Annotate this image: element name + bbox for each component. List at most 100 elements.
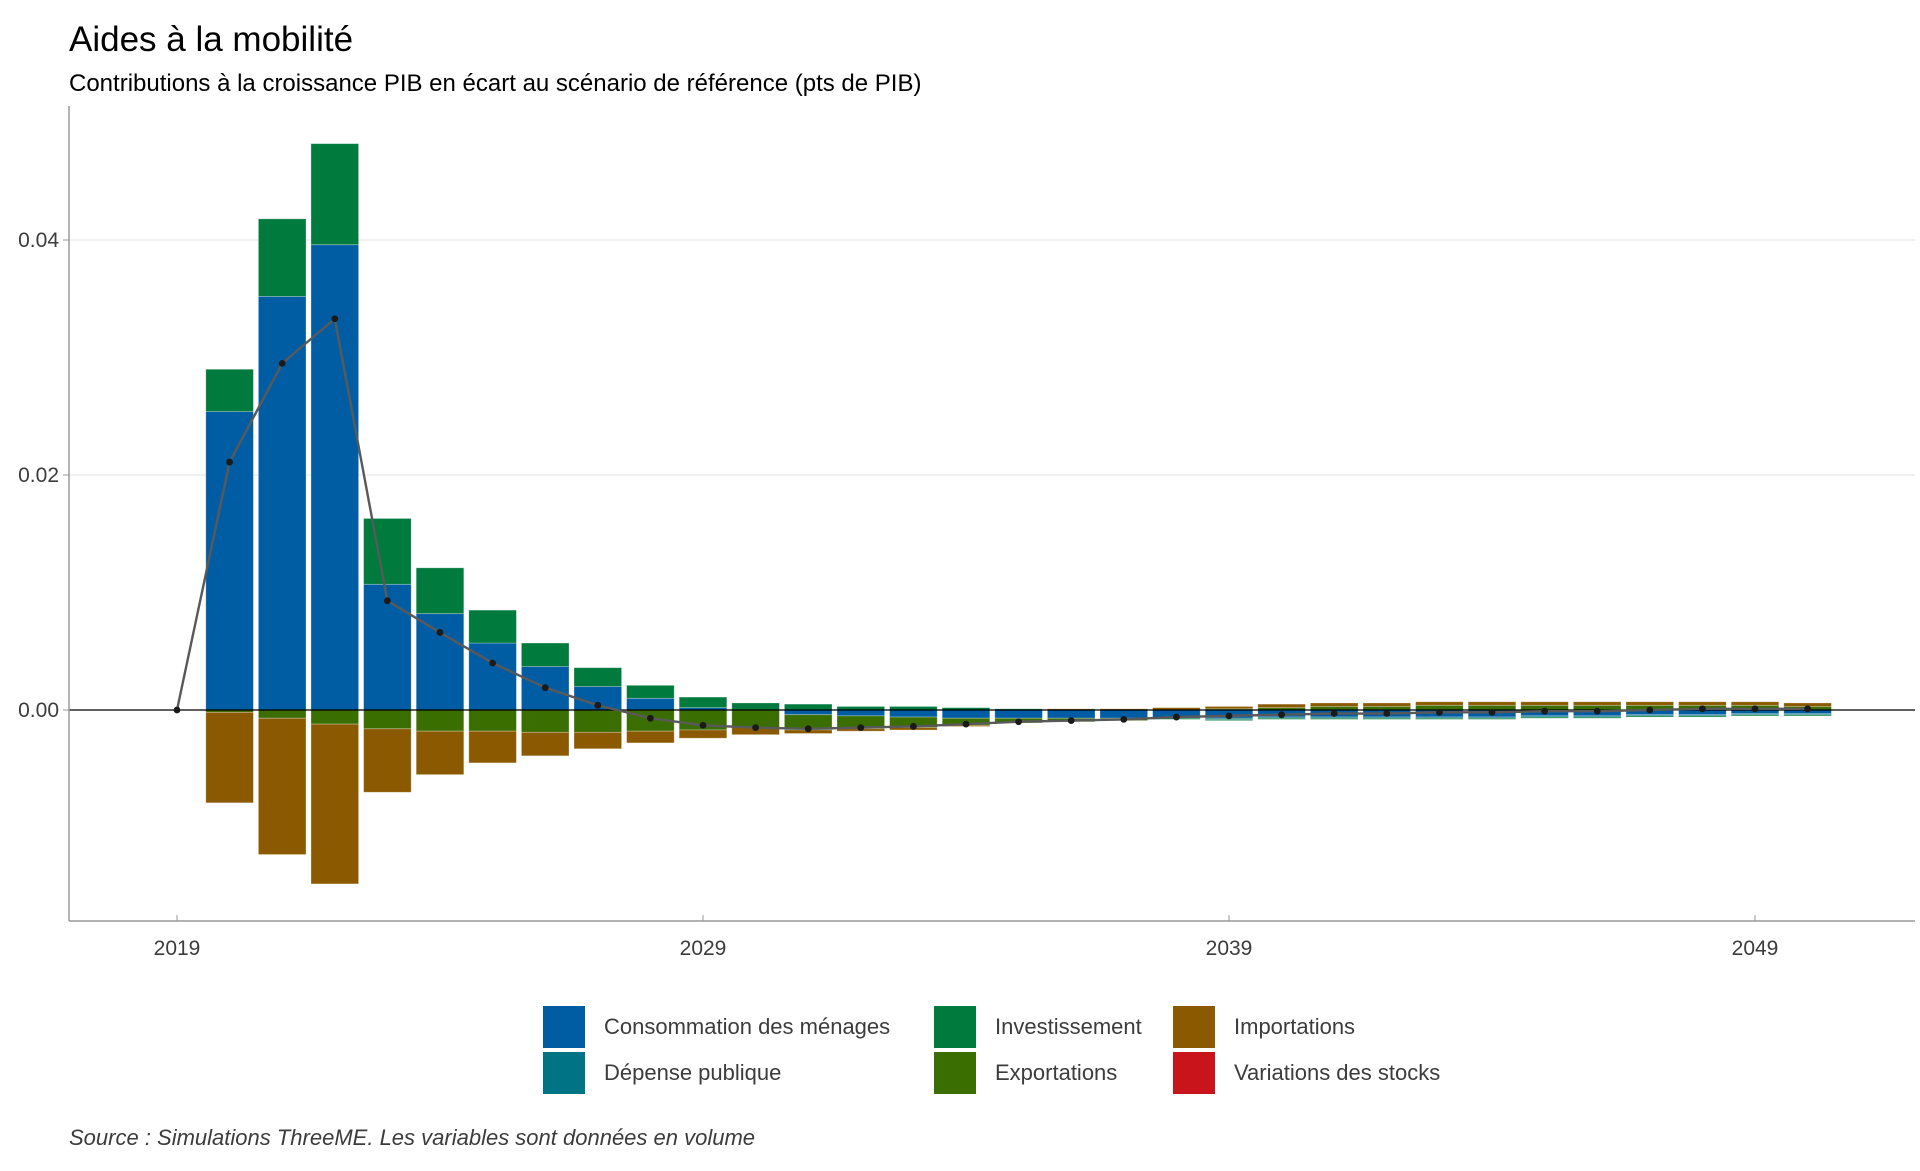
bar-segment (468, 709, 517, 732)
gdp-point (1330, 710, 1338, 717)
gdp-point (278, 359, 286, 367)
gdp-line-series (173, 315, 1811, 733)
gdp-point (1278, 711, 1285, 719)
gdp-point (1804, 705, 1811, 713)
bar-segment (1047, 709, 1096, 719)
gdp-point (1646, 706, 1654, 714)
gdp-point (1173, 713, 1180, 721)
gdp-point (226, 458, 234, 466)
bar-segment (1310, 702, 1359, 707)
bar-segment (1204, 719, 1254, 721)
y-tick-label: 0.02 (18, 464, 59, 487)
bar-segment (310, 143, 359, 246)
gdp-point (1067, 717, 1075, 724)
bar-segment (521, 709, 570, 733)
bar-segment (1678, 715, 1727, 718)
bar-segment (468, 730, 517, 764)
bar-segment (1415, 717, 1464, 720)
bar-segment (784, 709, 833, 716)
bar-segment (678, 729, 728, 739)
y-tick-label: 0.04 (18, 229, 59, 252)
gdp-point (752, 724, 759, 732)
bar-segment (836, 709, 885, 717)
bar-segment (205, 411, 254, 711)
source-caption: Source : Simulations ThreeME. Les variab… (69, 1125, 756, 1150)
legend-label: Variations des stocks (1234, 1060, 1441, 1085)
gdp-point (331, 315, 339, 323)
bar-segment (1467, 717, 1517, 720)
x-tick-label: 2049 (1732, 937, 1779, 960)
legend-swatch (543, 1052, 585, 1094)
bar-segment (626, 730, 675, 744)
gdp-line (175, 316, 1808, 731)
legend-swatch (1173, 1006, 1215, 1048)
chart-subtitle: Contributions à la croissance PIB en éca… (69, 70, 922, 97)
legend-swatch (543, 1006, 585, 1048)
bar-segment (1467, 701, 1517, 706)
gdp-point (1751, 705, 1759, 713)
bar-segment (257, 709, 307, 719)
gdp-point (1488, 708, 1496, 716)
bar-segment (468, 642, 517, 711)
bar-segment (1730, 714, 1780, 717)
bar-segment (257, 717, 307, 855)
bar-segment (363, 728, 412, 793)
legend-label: Exportations (995, 1060, 1118, 1085)
legend-item-investissement: Investissement (934, 1006, 1142, 1048)
gdp-point (489, 659, 496, 667)
legend-swatch (934, 1052, 976, 1094)
bar-segment (310, 723, 359, 885)
bar-segment (678, 696, 728, 709)
bar-segment (205, 368, 254, 412)
gdp-point (699, 721, 707, 729)
bar-segment (363, 518, 412, 585)
bar-segment (1257, 703, 1306, 709)
gdp-point (1120, 716, 1128, 723)
bar-segment (626, 697, 675, 711)
bar-segment (573, 731, 622, 750)
gdp-point (384, 597, 391, 605)
bar-segment (1573, 716, 1622, 719)
legend-label: Dépense publique (604, 1060, 782, 1085)
gdp-point (1699, 705, 1706, 713)
bar-segment (415, 730, 465, 776)
bar-segment (1520, 701, 1569, 706)
bar-segment (784, 703, 833, 711)
bar-segment (521, 642, 570, 667)
bar-segment (731, 702, 780, 711)
chart-plot: 0.00 0.02 0.04 2019 2029 2039 2049 (18, 106, 1915, 960)
bar-segment (1415, 701, 1464, 706)
bar-segment (257, 295, 307, 711)
bar-segment (994, 709, 1043, 719)
bar-segment (1625, 715, 1674, 718)
legend-item-exportations: Exportations (934, 1052, 1117, 1094)
legend-label: Consommation des ménages (604, 1014, 891, 1039)
bar-segment (1362, 717, 1411, 720)
bar-segment (1625, 701, 1674, 706)
bar-segment (573, 667, 622, 687)
bar-segment (1520, 716, 1569, 719)
gdp-point (857, 724, 865, 732)
bar-segment (1362, 702, 1411, 707)
bar-segment (415, 613, 465, 711)
bars (205, 143, 1832, 885)
bar-segment (363, 709, 412, 730)
legend-item-importations: Importations (1173, 1006, 1355, 1048)
bar-segment (257, 218, 307, 297)
bar-segment (415, 709, 465, 732)
bar-segment (521, 731, 570, 757)
legend-swatch (1173, 1052, 1215, 1094)
bar-segment (468, 609, 517, 644)
legend-item-depense-publique: Dépense publique (543, 1052, 781, 1094)
gdp-point (594, 701, 602, 709)
bar-segment (1573, 701, 1622, 706)
gdp-point (436, 629, 444, 636)
gdp-point (1383, 710, 1391, 717)
x-tick-label: 2039 (1206, 937, 1253, 960)
gdp-point (1436, 708, 1443, 716)
bar-segment (573, 709, 622, 733)
gdp-point (173, 706, 181, 714)
gdp-point (1593, 707, 1601, 715)
y-tick-label: 0.00 (18, 699, 59, 722)
bar-segment (1783, 714, 1832, 717)
